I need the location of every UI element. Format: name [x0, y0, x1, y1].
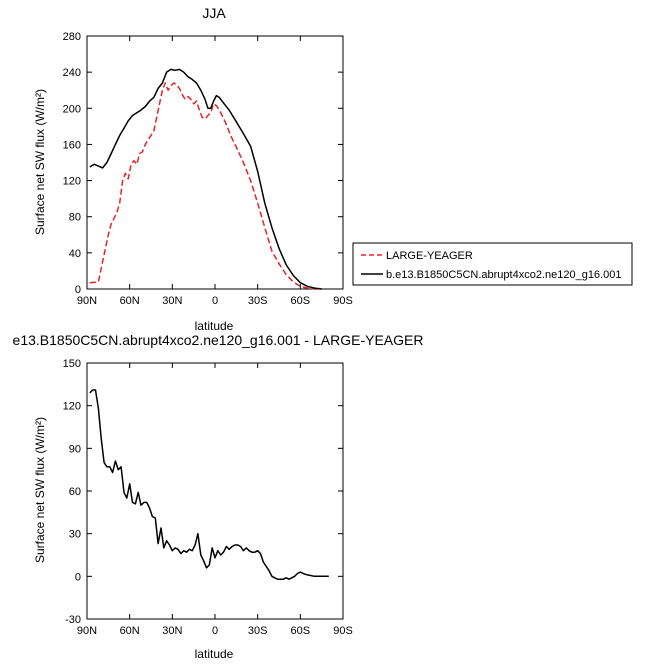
y-tick-label: 0	[75, 284, 81, 296]
x-tick-label: 90N	[77, 295, 97, 307]
top-chart-frame	[86, 35, 344, 290]
y-tick-label: -30	[65, 614, 81, 626]
bottom-chart-panel: e13.B1850C5CN.abrupt4xco2.ne120_g16.001 …	[13, 332, 424, 661]
series-line-1	[89, 68, 322, 290]
chart-legend: LARGE-YEAGER b.e13.B1850C5CN.abrupt4xco2…	[352, 242, 633, 286]
y-tick-label: 280	[63, 31, 81, 43]
bottom-chart-frame	[86, 362, 344, 620]
top-chart-title: JJA	[202, 5, 226, 21]
x-tick-label: 0	[212, 625, 218, 637]
legend-box	[352, 242, 633, 286]
bottom-chart-ticks: 90N 60N 30N 0 30S 60S 90S -30 0 30 60 90 120 150	[63, 358, 353, 637]
y-tick-label: 90	[69, 443, 81, 455]
x-tick-label: 30N	[162, 295, 182, 307]
x-tick-label: 30S	[248, 625, 268, 637]
series-line-0	[89, 82, 322, 290]
top-chart-ticks: 90N 60N 30N 0 30S 60S 90S 0 40 80 120 160 200 240 280	[63, 31, 353, 307]
y-tick-label: 120	[63, 176, 81, 188]
x-tick-label: 30N	[162, 625, 182, 637]
legend-entry-abrupt4xco2: b.e13.B1850C5CN.abrupt4xco2.ne120_g16.00…	[386, 269, 621, 281]
x-tick-label: 60N	[120, 625, 140, 637]
bottom-chart-y-axis-label: Surface net SW flux (W/m²)	[33, 417, 47, 563]
y-tick-label: 240	[63, 67, 81, 79]
x-tick-label: 60S	[291, 295, 311, 307]
bottom-chart-title: e13.B1850C5CN.abrupt4xco2.ne120_g16.001 …	[13, 332, 424, 348]
series-line-0	[89, 389, 329, 580]
bottom-chart-x-axis-label: latitude	[195, 647, 234, 661]
y-tick-label: 80	[69, 212, 81, 224]
y-tick-label: 120	[63, 401, 81, 413]
x-tick-label: 30S	[248, 295, 268, 307]
top-chart-y-axis-label: Surface net SW flux (W/m²)	[33, 89, 47, 235]
y-tick-label: 40	[69, 248, 81, 260]
y-tick-label: 60	[69, 486, 81, 498]
top-chart-x-axis-label: latitude	[195, 319, 234, 333]
top-chart-panel: JJA 90N 60N 30N 0 30S 60S 90S 0 40 80 120 160 200 240…	[33, 5, 353, 333]
top-chart-series	[89, 68, 322, 290]
y-tick-label: 0	[75, 571, 81, 583]
x-tick-label: 60N	[120, 295, 140, 307]
y-tick-label: 160	[63, 139, 81, 151]
y-tick-label: 30	[69, 529, 81, 541]
bottom-chart-series	[89, 389, 329, 580]
x-tick-label: 90N	[77, 625, 97, 637]
y-tick-label: 200	[63, 103, 81, 115]
y-tick-label: 150	[63, 358, 81, 370]
x-tick-label: 90S	[333, 625, 353, 637]
x-tick-label: 0	[212, 295, 218, 307]
x-tick-label: 60S	[291, 625, 311, 637]
legend-entry-large-yeager: LARGE-YEAGER	[386, 250, 473, 262]
x-tick-label: 90S	[333, 295, 353, 307]
